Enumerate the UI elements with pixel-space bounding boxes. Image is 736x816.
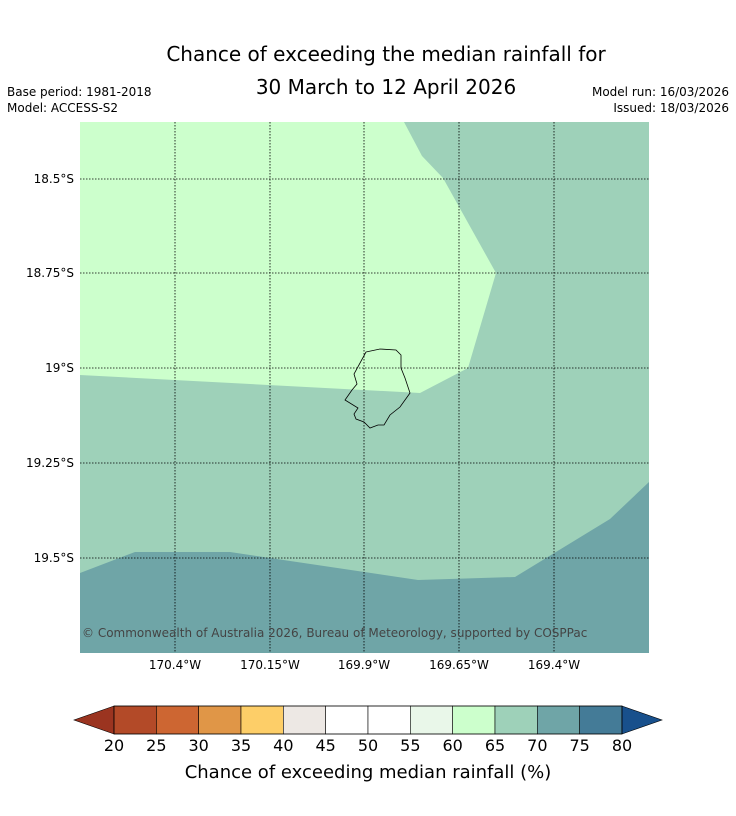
lat-label: 18.5°S <box>34 172 74 186</box>
issued-date: Issued: 18/03/2026 <box>613 101 729 115</box>
lat-label: 19.5°S <box>34 551 74 565</box>
title-line-1: Chance of exceeding the median rainfall … <box>166 42 606 66</box>
colorbar-cell <box>113 705 157 735</box>
meta-left: Base period: 1981-2018 Model: ACCESS-S2 <box>7 84 152 116</box>
lon-label: 170.15°W <box>240 658 300 672</box>
colorbar-under-arrow <box>73 705 115 735</box>
lon-label: 169.65°W <box>429 658 489 672</box>
colorbar-cell <box>198 705 242 735</box>
model-name: Model: ACCESS-S2 <box>7 101 119 115</box>
colorbar-tick-label: 25 <box>146 736 166 755</box>
colorbar-cell <box>579 705 623 735</box>
colorbar: 20 25 30 35 40 45 50 55 60 65 70 75 80 Chance of exc… <box>73 705 663 783</box>
colorbar-cell <box>156 705 199 735</box>
colorbar-cell <box>494 705 538 735</box>
colorbar-cell <box>537 705 580 735</box>
colorbar-tick-label: 45 <box>315 736 335 755</box>
colorbar-tick-label: 30 <box>188 736 208 755</box>
colorbar-cell <box>367 705 411 735</box>
colorbar-cell <box>240 705 284 735</box>
colorbar-tick-label: 80 <box>612 736 632 755</box>
region-60-65 <box>80 122 496 393</box>
longitude-labels: 170.4°W 170.15°W 169.9°W 169.65°W 169.4°… <box>149 658 580 672</box>
lat-label: 19°S <box>45 361 74 375</box>
colorbar-cell <box>410 705 453 735</box>
colorbar-tick-label: 20 <box>104 736 124 755</box>
colorbar-frame <box>113 705 623 735</box>
model-run: Model run: 16/03/2026 <box>591 85 729 99</box>
colorbar-cell <box>283 705 326 735</box>
colorbar-tick-label: 55 <box>400 736 420 755</box>
colorbar-tick-label: 50 <box>358 736 378 755</box>
colorbar-tick-label: 65 <box>485 736 505 755</box>
lat-label: 19.25°S <box>26 456 74 470</box>
colorbar-tick-label: 35 <box>231 736 251 755</box>
colorbar-title: Chance of exceeding median rainfall (%) <box>185 762 552 783</box>
lon-label: 170.4°W <box>149 658 201 672</box>
colorbar-tick-label: 75 <box>569 736 589 755</box>
map-area <box>80 122 649 653</box>
colorbar-cell <box>452 705 496 735</box>
colorbar-over-arrow <box>621 705 663 735</box>
base-period: Base period: 1981-2018 <box>7 85 152 99</box>
gridlines <box>80 122 649 653</box>
colorbar-tick-label: 70 <box>527 736 547 755</box>
title-line-2: 30 March to 12 April 2026 <box>255 75 517 99</box>
lat-label: 18.75°S <box>26 266 74 280</box>
copyright-notice: © Commonwealth of Australia 2026, Bureau… <box>82 626 587 640</box>
map-title: Chance of exceeding the median rainfall … <box>0 38 736 104</box>
colorbar-cell <box>325 705 369 735</box>
region-70-75 <box>80 482 649 653</box>
lon-label: 169.9°W <box>338 658 390 672</box>
niue-island-outline <box>344 348 411 429</box>
colorbar-tick-label: 40 <box>273 736 293 755</box>
latitude-labels: 18.5°S 18.75°S 19°S 19.25°S 19.5°S <box>26 172 74 565</box>
lon-label: 169.4°W <box>528 658 580 672</box>
colorbar-tick-label: 60 <box>442 736 462 755</box>
meta-right: Model run: 16/03/2026 Issued: 18/03/2026 <box>592 84 729 116</box>
